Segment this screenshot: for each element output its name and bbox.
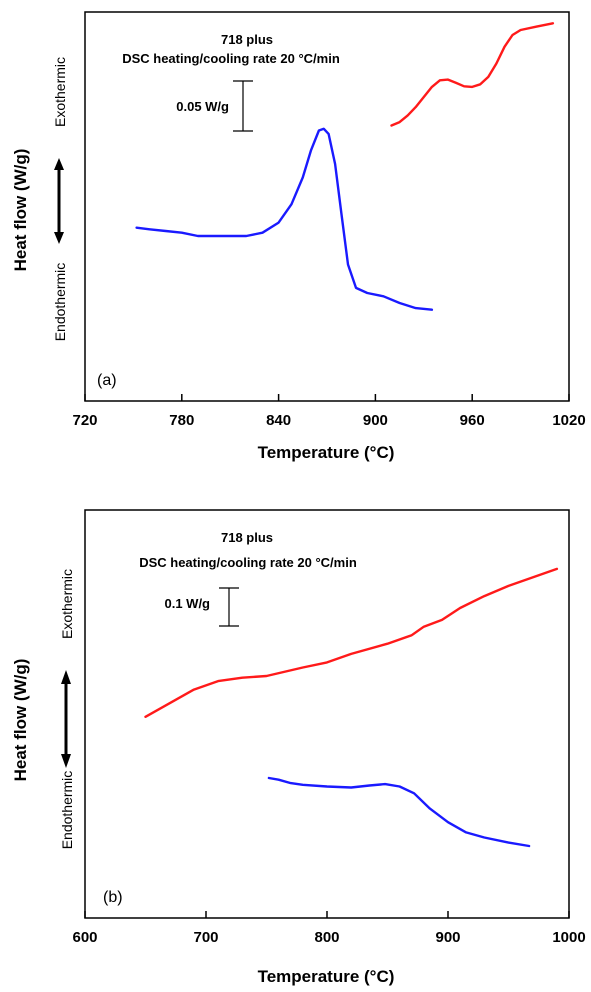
scale-bar: 0.1 W/g: [164, 587, 239, 627]
x-tick-label: 700: [193, 929, 218, 946]
title-line-1: 718 plus: [221, 530, 273, 545]
x-tick-label: 720: [72, 412, 97, 429]
y-axis-title: Heat flow (W/g): [11, 149, 30, 272]
x-tick-label: 1000: [552, 929, 585, 946]
endothermic-label: Endothermic: [52, 263, 68, 342]
x-tick-label: 1020: [552, 412, 585, 429]
curves: [135, 22, 555, 311]
title-line-2: DSC heating/cooling rate 20 °C/min: [122, 51, 340, 66]
x-axis-title: Temperature (°C): [258, 443, 395, 462]
x-tick-label: 600: [72, 929, 97, 946]
blue-curve: [267, 776, 531, 848]
x-tick-label: 900: [363, 412, 388, 429]
red-curve: [390, 22, 555, 127]
exothermic-label: Exothermic: [59, 569, 75, 639]
scale-bar-label: 0.1 W/g: [164, 596, 210, 611]
double-arrow: [54, 158, 64, 244]
plot-frame: [84, 11, 570, 402]
scale-bar: 0.05 W/g: [176, 80, 253, 132]
endothermic-label: Endothermic: [59, 771, 75, 850]
title-line-2: DSC heating/cooling rate 20 °C/min: [139, 555, 357, 570]
red-curve: [144, 567, 559, 718]
panel-a: 720 780 840 900 960 1020 718 plus DSC heating…: [11, 11, 586, 462]
x-tick-label: 780: [169, 412, 194, 429]
curves: [144, 567, 559, 848]
double-arrow: [61, 670, 71, 768]
x-ticks: 720 780 840 900 960 1020: [72, 394, 586, 429]
title-line-1: 718 plus: [221, 32, 273, 47]
x-axis-title: Temperature (°C): [258, 967, 395, 986]
y-axis-title: Heat flow (W/g): [11, 659, 30, 782]
x-tick-label: 840: [266, 412, 291, 429]
x-tick-label: 960: [460, 412, 485, 429]
panel-label: (a): [97, 372, 117, 389]
x-tick-label: 900: [435, 929, 460, 946]
x-tick-label: 800: [314, 929, 339, 946]
panel-b: 600 700 800 900 1000 718 plus DSC heating/co…: [11, 509, 586, 986]
scale-bar-label: 0.05 W/g: [176, 99, 229, 114]
plot-frame: [84, 509, 570, 919]
blue-curve: [135, 127, 434, 311]
exothermic-label: Exothermic: [52, 57, 68, 127]
panel-label: (b): [103, 889, 123, 906]
x-ticks: 600 700 800 900 1000: [72, 911, 586, 946]
